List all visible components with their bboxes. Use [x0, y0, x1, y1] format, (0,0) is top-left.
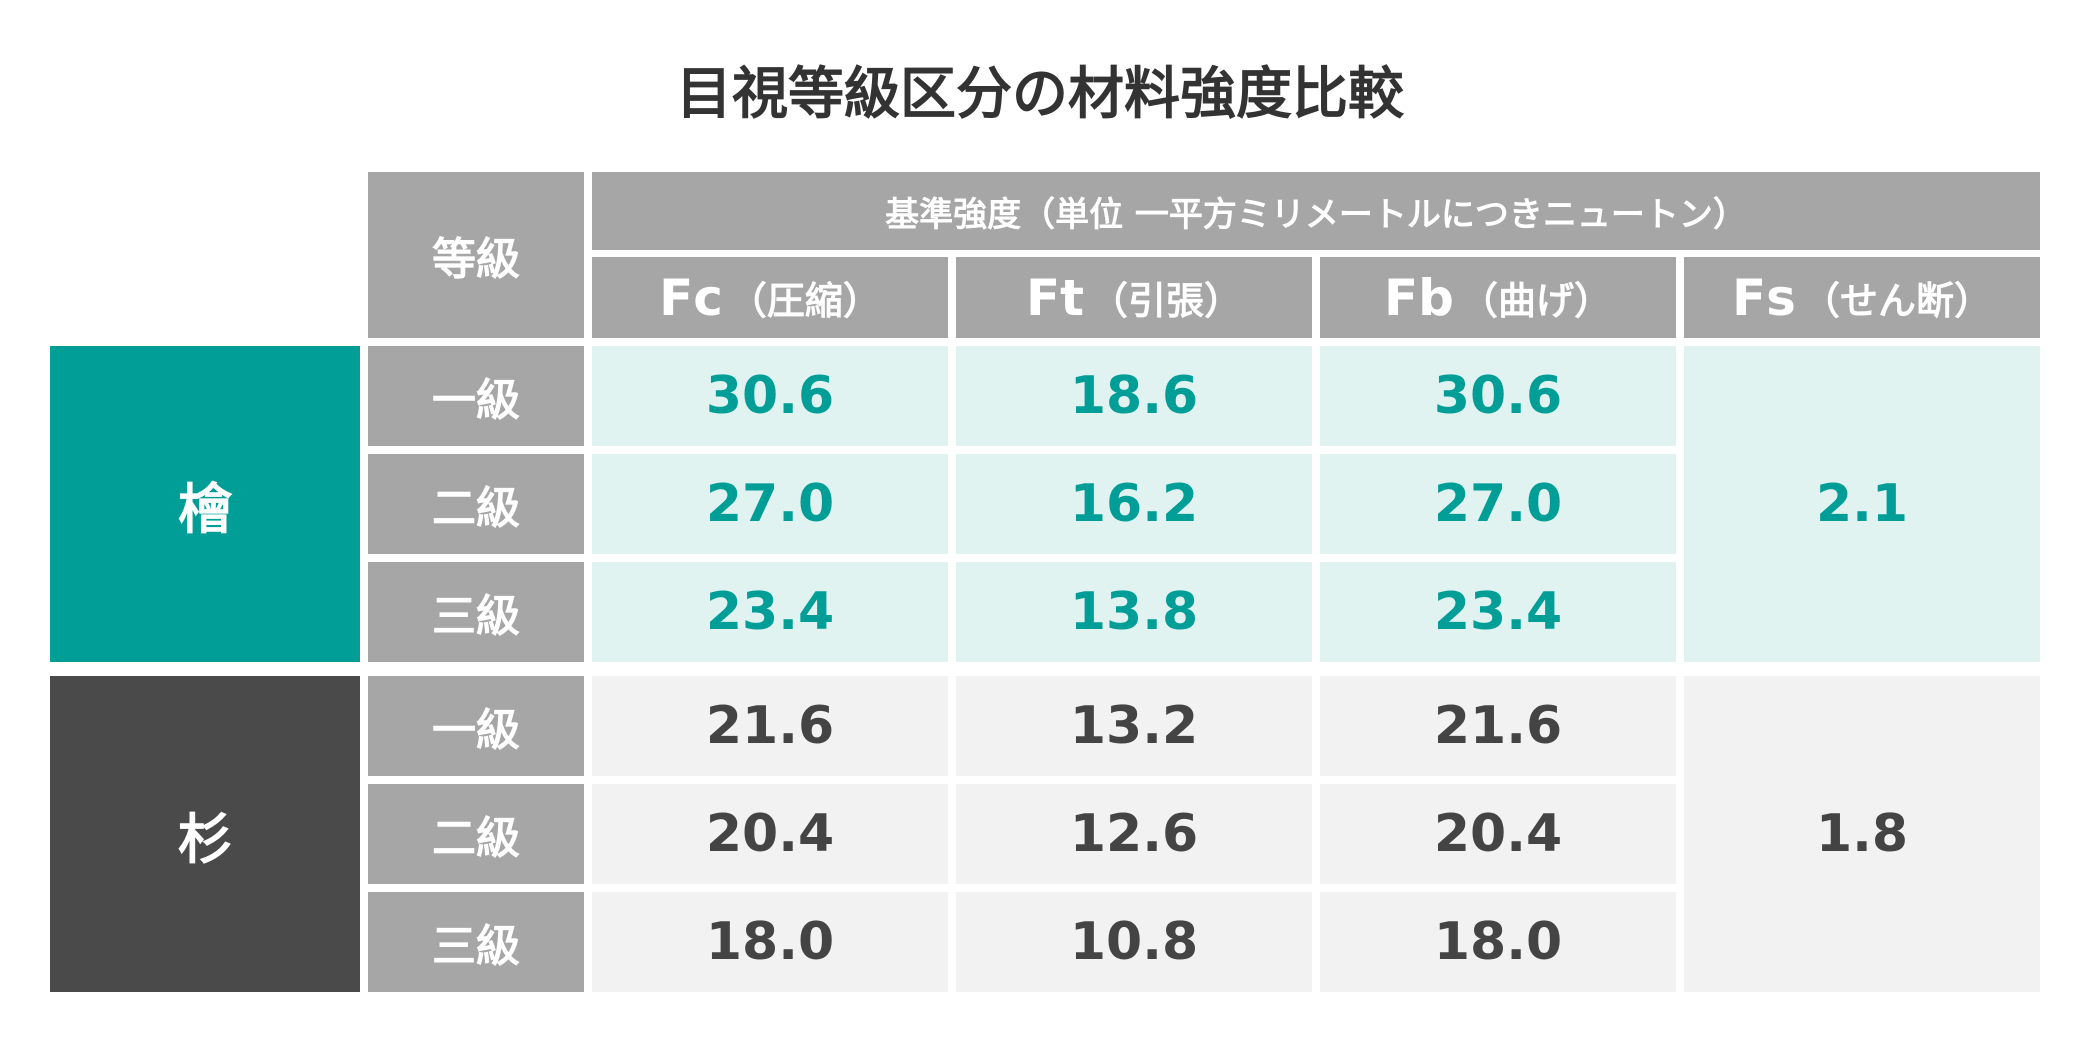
header-col-fc-desc: （圧縮） — [728, 279, 881, 323]
header-strength-group: 基準強度（単位 一平方ミリメートルにつきニュートン） — [592, 172, 2040, 250]
grade-sugi-1: 一級 — [368, 676, 584, 776]
header-col-fb-symbol: Fb — [1384, 268, 1454, 327]
page-title: 目視等級区分の材料強度比較 — [676, 62, 1404, 127]
value-sugi-fs: 1.8 — [1684, 676, 2040, 992]
header-col-ft-symbol: Ft — [1025, 268, 1085, 327]
header-col-fb-desc: （曲げ） — [1459, 279, 1612, 323]
grade-hinoki-1: 一級 — [368, 346, 584, 446]
value-hinoki-fs: 2.1 — [1684, 346, 2040, 662]
species-sugi: 杉 — [50, 676, 360, 992]
header-col-fc: Fc （圧縮） — [592, 257, 948, 338]
value-hinoki-2-fb: 27.0 — [1320, 454, 1676, 554]
value-hinoki-1-ft: 18.6 — [956, 346, 1312, 446]
value-hinoki-1-fb: 30.6 — [1320, 346, 1676, 446]
grade-sugi-3: 三級 — [368, 892, 584, 992]
header-col-fs-desc: （せん断） — [1801, 279, 1992, 323]
header-grade-cell: 等級 — [368, 172, 584, 338]
value-sugi-1-fb: 21.6 — [1320, 676, 1676, 776]
header-col-ft-desc: （引張） — [1090, 279, 1243, 323]
value-hinoki-2-ft: 16.2 — [956, 454, 1312, 554]
value-hinoki-2-fc: 27.0 — [592, 454, 948, 554]
header-col-fs-symbol: Fs — [1732, 268, 1796, 327]
grade-hinoki-2: 二級 — [368, 454, 584, 554]
value-sugi-2-ft: 12.6 — [956, 784, 1312, 884]
species-hinoki: 檜 — [50, 346, 360, 662]
grade-sugi-2: 二級 — [368, 784, 584, 884]
header-col-fc-symbol: Fc — [659, 268, 723, 327]
value-sugi-3-fb: 18.0 — [1320, 892, 1676, 992]
value-sugi-2-fb: 20.4 — [1320, 784, 1676, 884]
value-sugi-1-fc: 21.6 — [592, 676, 948, 776]
value-hinoki-3-ft: 13.8 — [956, 562, 1312, 662]
grade-hinoki-3: 三級 — [368, 562, 584, 662]
value-hinoki-3-fb: 23.4 — [1320, 562, 1676, 662]
header-col-ft: Ft （引張） — [956, 257, 1312, 338]
value-sugi-2-fc: 20.4 — [592, 784, 948, 884]
value-sugi-3-fc: 18.0 — [592, 892, 948, 992]
value-sugi-3-ft: 10.8 — [956, 892, 1312, 992]
value-hinoki-1-fc: 30.6 — [592, 346, 948, 446]
header-col-fb: Fb （曲げ） — [1320, 257, 1676, 338]
header-col-fs: Fs （せん断） — [1684, 257, 2040, 338]
value-hinoki-3-fc: 23.4 — [592, 562, 948, 662]
value-sugi-1-ft: 13.2 — [956, 676, 1312, 776]
